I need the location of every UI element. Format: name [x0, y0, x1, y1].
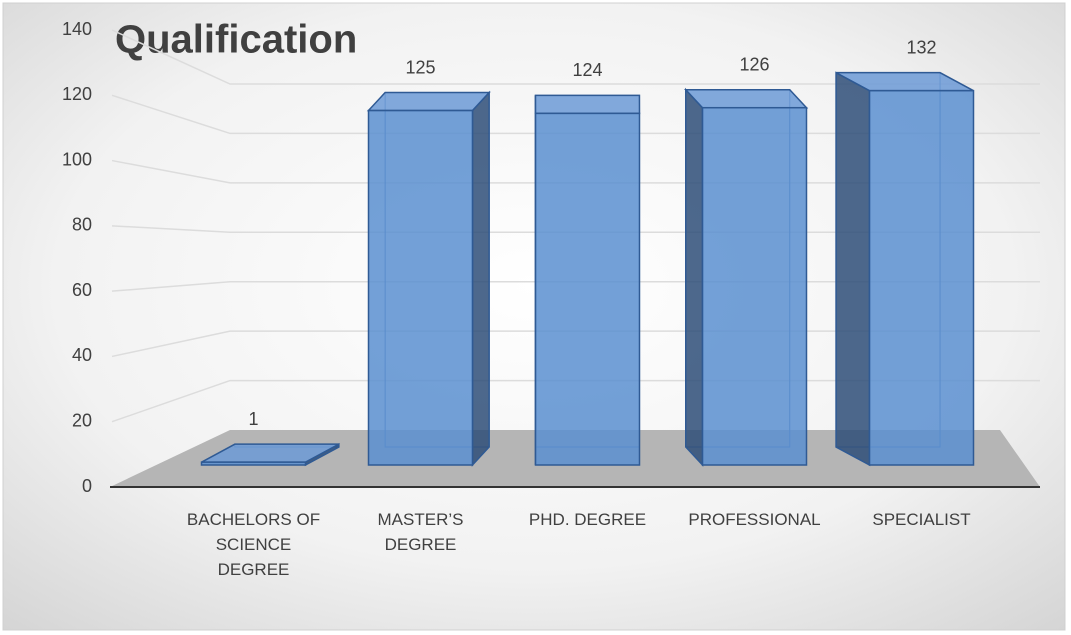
bar-side: [835, 71, 871, 467]
x-tick-label: MASTER’S DEGREE: [377, 510, 464, 554]
chart-title: Qualification: [115, 18, 357, 62]
y-tick-label: 100: [62, 149, 92, 169]
y-tick-label: 80: [72, 215, 92, 235]
data-label: 125: [405, 57, 435, 77]
bar: [701, 106, 808, 466]
y-tick-label: 40: [72, 345, 92, 365]
x-tick-label: PHD. DEGREE: [528, 510, 647, 529]
bar: [367, 109, 474, 466]
y-tick-label: 60: [72, 280, 92, 300]
bar-top: [366, 91, 491, 112]
bar-top: [534, 94, 641, 115]
bar: [200, 461, 307, 466]
bar-side: [685, 87, 704, 467]
y-tick-label: 140: [62, 19, 92, 39]
grid-line: [111, 29, 1040, 85]
bar-top: [684, 88, 809, 109]
x-tick-label: PROFESSIONAL: [688, 510, 821, 529]
y-tick-label: 0: [82, 476, 92, 496]
bar: [534, 112, 641, 466]
y-tick-label: 20: [72, 410, 92, 430]
data-label: 126: [739, 54, 769, 74]
x-tick-label: BACHELORS OF SCIENCE DEGREE: [186, 510, 321, 579]
bar: [868, 89, 975, 466]
data-label: 1: [248, 409, 258, 429]
x-tick-label: SPECIALIST: [872, 510, 971, 529]
y-tick-label: 120: [62, 84, 92, 104]
data-label: 124: [572, 60, 602, 80]
bar-side: [471, 90, 490, 467]
data-label: 132: [906, 37, 936, 57]
